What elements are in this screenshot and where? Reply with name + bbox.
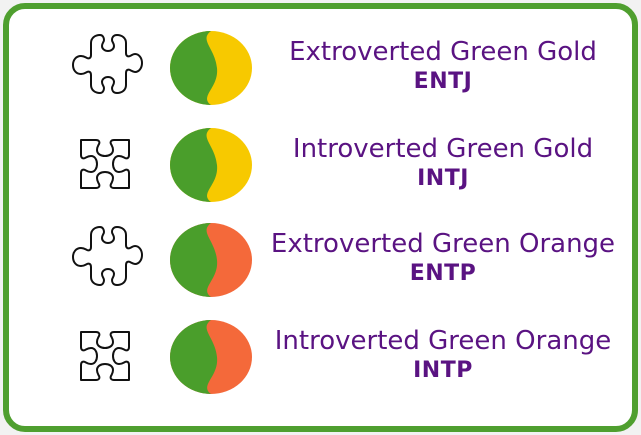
type-title: Extroverted Green Gold (289, 37, 597, 67)
type-label: Extroverted Green Gold ENTJ (257, 36, 629, 96)
puzzle-piece-outie-icon (64, 218, 146, 300)
green-gold-color-icon (169, 127, 253, 203)
type-title: Introverted Green Orange (274, 326, 612, 356)
type-label: Extroverted Green Orange ENTP (257, 228, 629, 288)
type-row-intp: Introverted Green Orange INTP (9, 307, 632, 403)
puzzle-piece-outie-icon (64, 26, 146, 108)
green-orange-color-icon (169, 319, 253, 395)
puzzle-piece-innie-icon (64, 315, 146, 397)
type-title: Extroverted Green Orange (270, 229, 616, 259)
puzzle-piece-innie-icon (64, 123, 146, 205)
green-gold-color-icon (169, 30, 253, 106)
type-row-intj: Introverted Green Gold INTJ (9, 115, 632, 211)
type-code: INTP (413, 358, 473, 383)
personality-type-card: Extroverted Green Gold ENTJ Introverted … (3, 3, 638, 432)
green-orange-color-icon (169, 222, 253, 298)
type-code: ENTP (409, 261, 477, 286)
type-label: Introverted Green Gold INTJ (257, 133, 629, 193)
type-code: ENTJ (413, 69, 473, 94)
type-label: Introverted Green Orange INTP (257, 325, 629, 385)
type-row-entp: Extroverted Green Orange ENTP (9, 210, 632, 306)
type-title: Introverted Green Gold (292, 134, 594, 164)
type-row-entj: Extroverted Green Gold ENTJ (9, 18, 632, 114)
type-code: INTJ (417, 166, 469, 191)
